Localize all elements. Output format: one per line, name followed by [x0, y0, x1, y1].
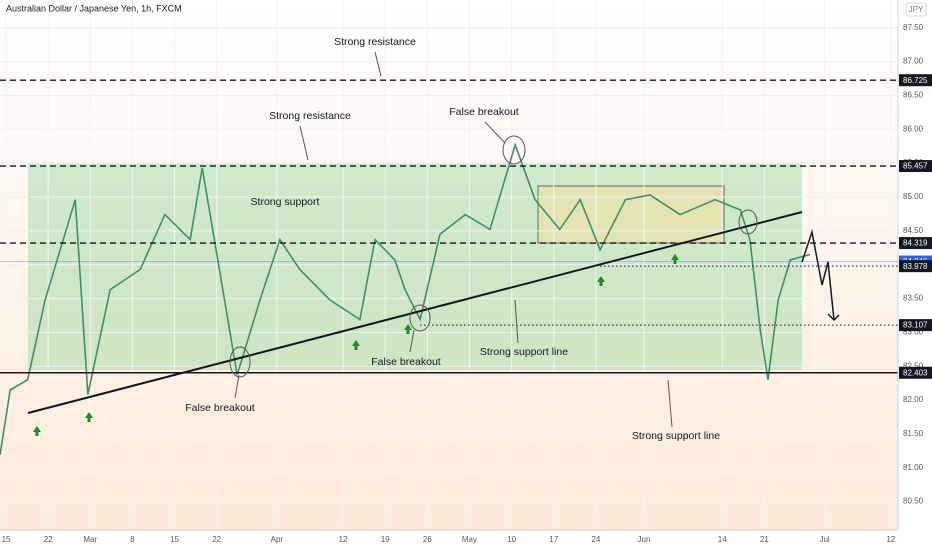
- x-tick-label: 22: [212, 535, 221, 544]
- range-box: [537, 185, 725, 244]
- level-label: 82.403: [903, 368, 928, 377]
- y-tick-label: 81.50: [903, 429, 924, 438]
- plot: [0, 79, 898, 455]
- annotation: Strong resistance: [334, 36, 416, 48]
- x-tick-label: 17: [549, 535, 558, 544]
- annotation: Strong support: [251, 196, 320, 208]
- y-tick-label: 83.00: [903, 327, 924, 336]
- x-tick-label: 8: [130, 535, 135, 544]
- y-tick-label: 85.00: [903, 192, 924, 201]
- axes: 80.5081.0081.5082.0082.5083.0083.5084.00…: [2, 23, 932, 544]
- y-tick-label: 86.00: [903, 124, 924, 133]
- y-tick-label: 82.50: [903, 361, 924, 370]
- x-tick-label: 24: [591, 535, 600, 544]
- y-tick-label: 84.50: [903, 226, 924, 235]
- x-tick-label: 12: [886, 535, 895, 544]
- x-tick-label: 10: [507, 535, 516, 544]
- level-label: 83.978: [903, 262, 928, 271]
- level-label-bg: [899, 319, 932, 332]
- y-tick-label: 87.50: [903, 23, 924, 32]
- x-tick-label: 19: [381, 535, 390, 544]
- annotation: False breakout: [185, 402, 255, 414]
- forecast-arrowhead: [827, 313, 840, 322]
- annotation: Strong support line: [480, 346, 568, 358]
- x-tick-label: 26: [423, 535, 432, 544]
- x-tick-label: Jul: [819, 535, 829, 544]
- annotation-arrows: [234, 51, 673, 428]
- y-tick-label: 83.50: [903, 294, 924, 303]
- price-axis: [898, 0, 932, 550]
- x-tick-label: May: [462, 535, 477, 544]
- highlight-circles: [229, 135, 758, 378]
- y-tick-label: 80.50: [903, 497, 924, 506]
- x-tick-label: 21: [760, 535, 769, 544]
- level-label-bg: [899, 237, 932, 250]
- level-label: 86.725: [903, 76, 928, 85]
- currency-badge: [905, 2, 927, 17]
- x-tick-label: Jun: [638, 535, 651, 544]
- price-line: [0, 142, 811, 455]
- level-label: 84.319: [903, 239, 928, 248]
- level-label-bg: [899, 366, 932, 379]
- x-tick-label: Mar: [83, 535, 97, 544]
- grid: [0, 0, 898, 530]
- y-tick-label: 87.00: [903, 57, 924, 66]
- y-tick-label: 81.00: [903, 463, 924, 472]
- annotation: False breakout: [449, 106, 519, 118]
- time-axis: [0, 530, 898, 550]
- currency: JPY: [909, 5, 924, 14]
- chart-title: Australian Dollar / Japanese Yen, 1h, FX…: [6, 3, 182, 13]
- forecast-path: [801, 229, 835, 321]
- level-label: 83.107: [903, 321, 928, 330]
- level-label-bg: [899, 160, 932, 173]
- x-tick-label: 14: [718, 535, 727, 544]
- trend-line: [27, 211, 803, 414]
- level-label: 85.457: [903, 162, 928, 171]
- x-tick-label: 15: [170, 535, 179, 544]
- level-label-bg: [899, 74, 932, 87]
- y-tick-label: 82.00: [903, 395, 924, 404]
- x-tick-label: 12: [339, 535, 348, 544]
- annotation: Strong resistance: [269, 110, 351, 122]
- x-tick-label: 15: [2, 535, 11, 544]
- annotations: Strong resistance Strong resistance False …: [185, 36, 720, 442]
- x-tick-label: 22: [44, 535, 53, 544]
- annotation: Strong support line: [632, 430, 720, 442]
- x-tick-label: Apr: [271, 535, 284, 544]
- annotation: False breakout: [371, 356, 441, 368]
- y-tick-label: 86.50: [903, 91, 924, 100]
- up-arrows: [33, 254, 679, 436]
- level-label-bg: [899, 260, 932, 273]
